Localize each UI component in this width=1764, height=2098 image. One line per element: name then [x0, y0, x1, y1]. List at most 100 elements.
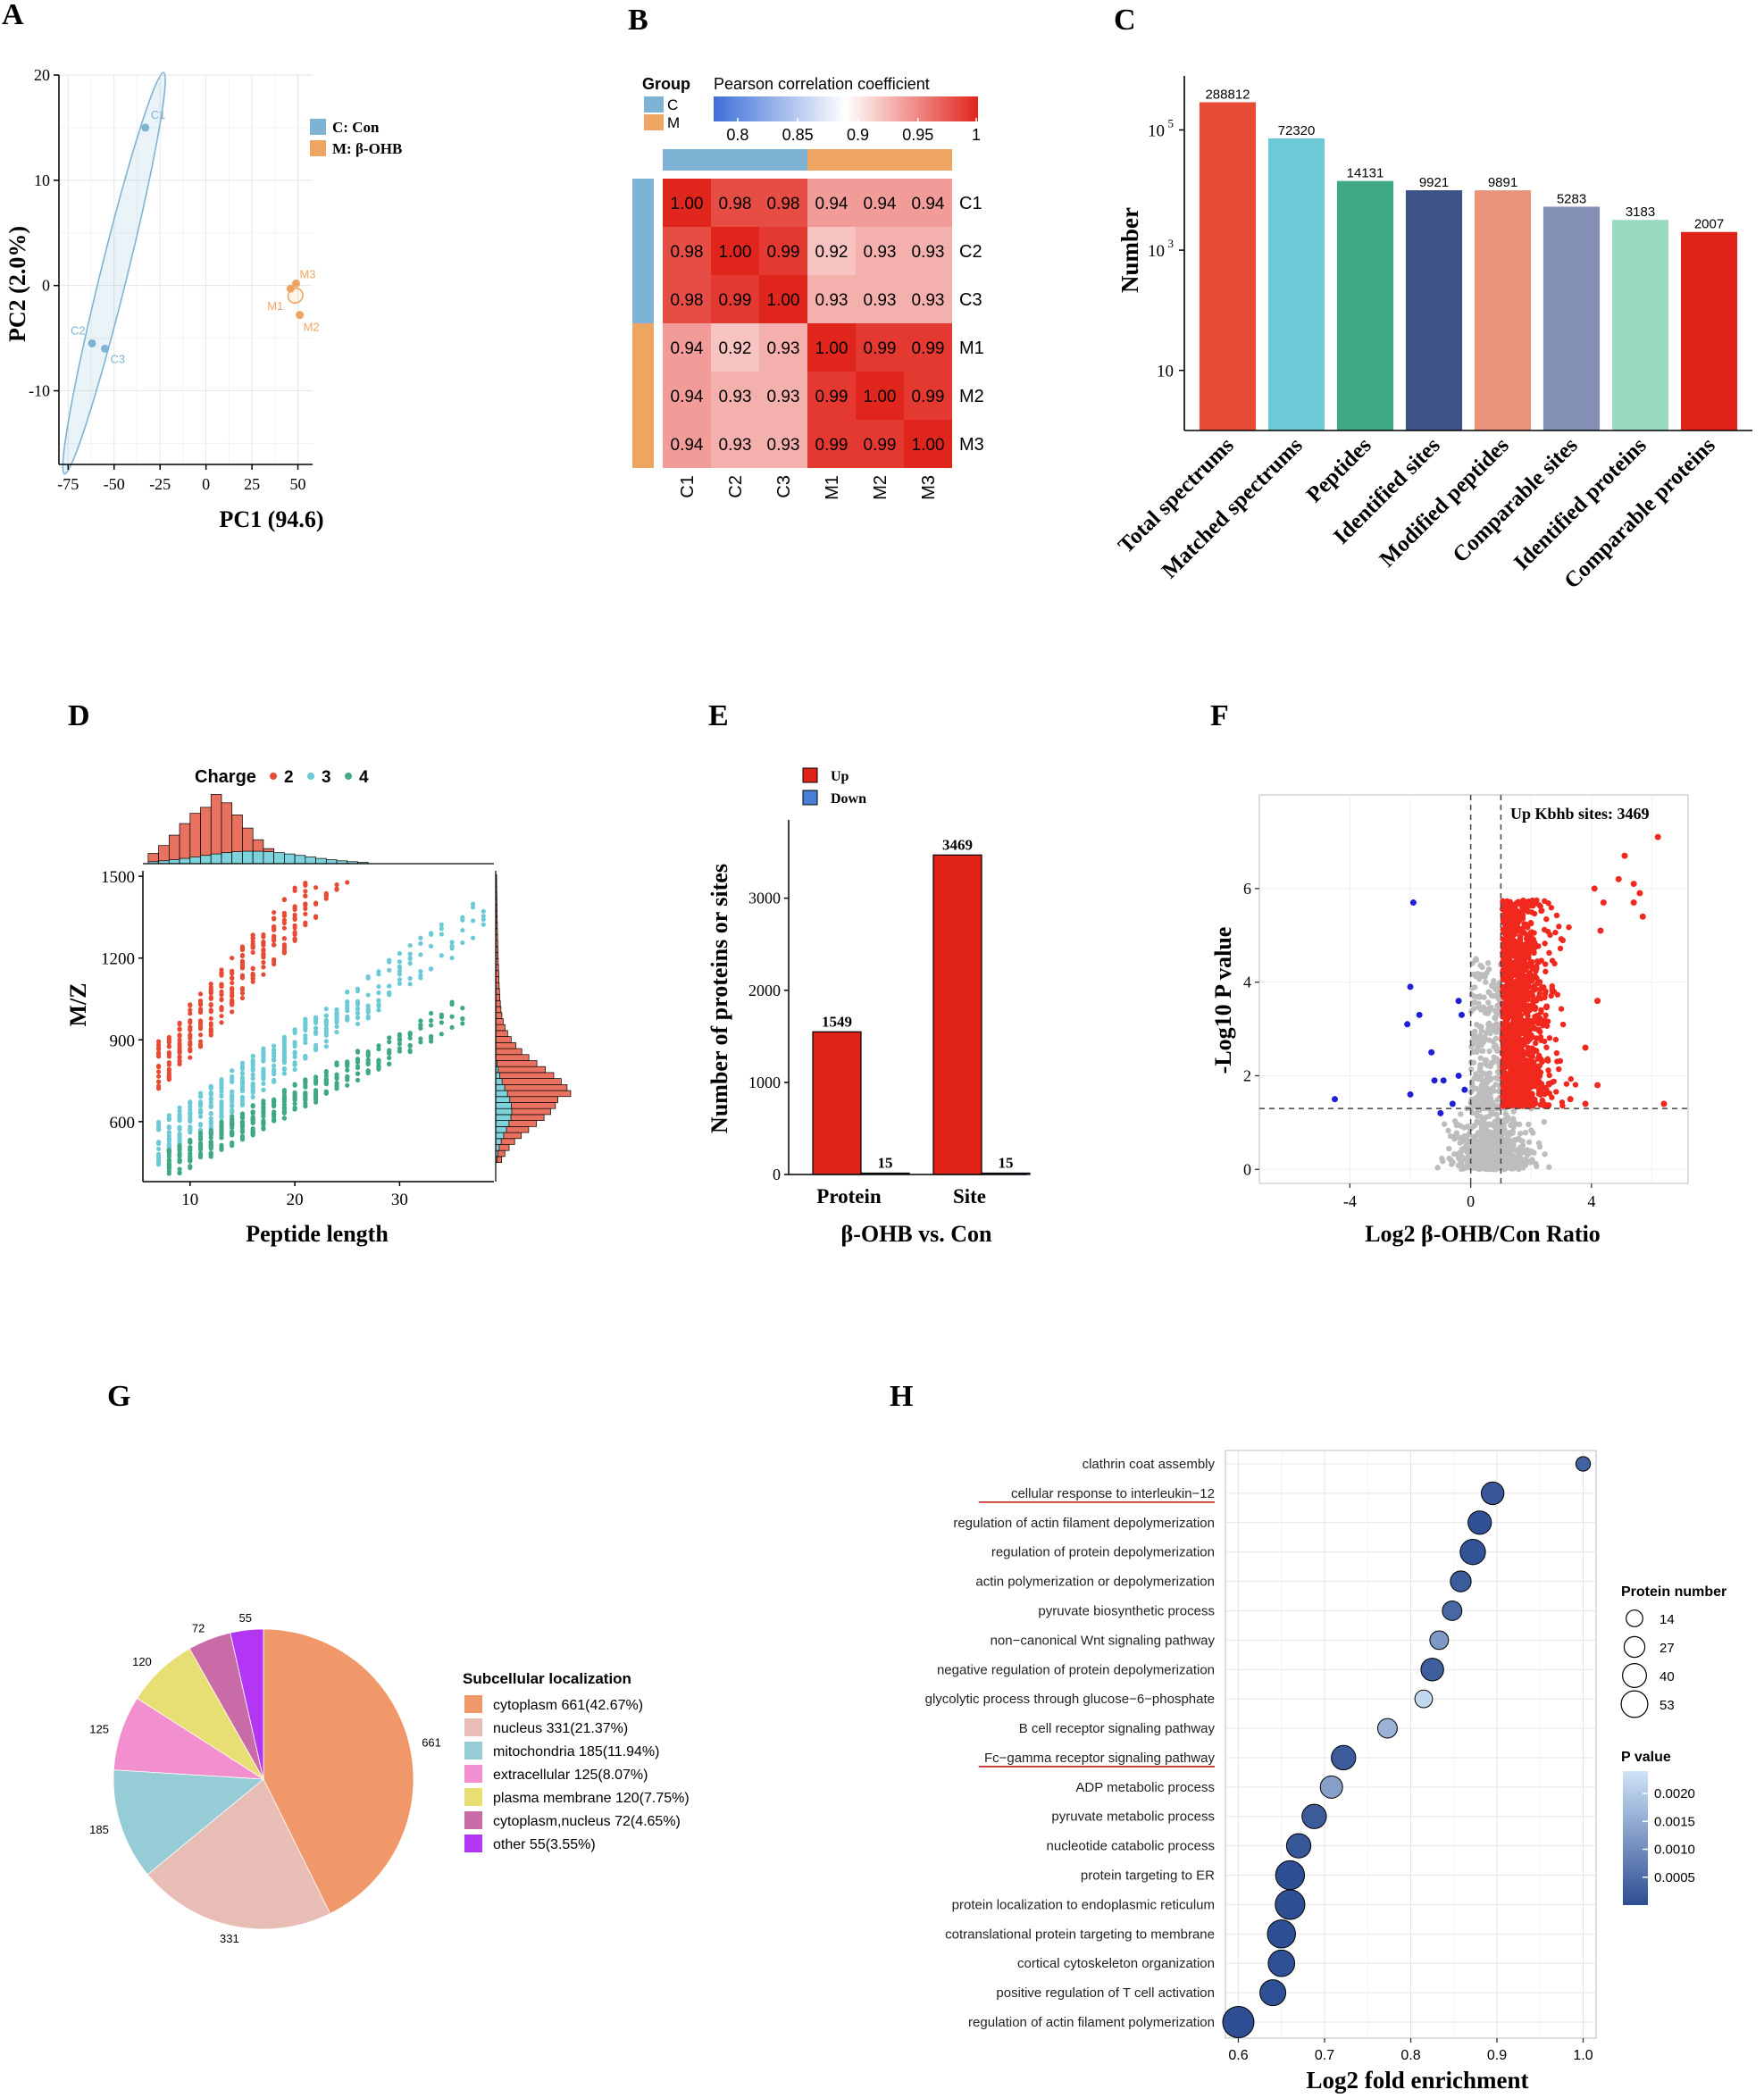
- mz-point: [188, 1055, 193, 1060]
- pie-legend-label: extracellular 125(8.07%): [493, 1768, 648, 1783]
- mz-point: [188, 1150, 193, 1156]
- volcano-point-up: [1500, 1024, 1506, 1032]
- volcano-point-ns: [1476, 1147, 1484, 1153]
- mz-point: [155, 1146, 162, 1151]
- mz-point: [292, 1041, 297, 1047]
- charge-legend-dot: [307, 773, 314, 780]
- pie-legend-swatch: [464, 1811, 482, 1829]
- volcano-point-up: [1517, 1030, 1523, 1037]
- length-hist-bar: [189, 857, 201, 865]
- volcano-point-up: [1554, 991, 1560, 998]
- mz-point: [470, 905, 476, 910]
- mz-point: [239, 987, 246, 992]
- heatmap-cell: [711, 372, 759, 420]
- volcano-point-up: [1521, 976, 1527, 983]
- volcano-point-up: [1544, 928, 1551, 935]
- heatmap-cell: [663, 420, 711, 468]
- mz-point: [387, 1035, 392, 1041]
- volcano-point-up: [1553, 1089, 1559, 1095]
- mz-point: [239, 1112, 246, 1117]
- mz-point: [261, 1087, 266, 1093]
- volcano-point-ns: [1482, 1009, 1488, 1016]
- mz-point: [334, 1086, 339, 1091]
- volcano-point-up: [1600, 899, 1607, 907]
- volcano-point-down: [1404, 1021, 1411, 1028]
- mz-point: [355, 1049, 361, 1054]
- mz-hist-bar: [495, 1006, 502, 1014]
- volcano-point-up: [1621, 852, 1628, 859]
- mz-point: [365, 1057, 371, 1063]
- mz-hist-bar: [495, 1096, 511, 1103]
- volcano-point-ns: [1483, 979, 1489, 985]
- mz-hist-bar: [495, 1078, 503, 1085]
- volcano-point-up: [1501, 1032, 1509, 1040]
- volcano-point-ns: [1468, 1124, 1475, 1132]
- mz-point: [313, 915, 319, 921]
- mz-hist-bar: [495, 1072, 555, 1079]
- volcano-point-ns: [1441, 1121, 1448, 1127]
- group-label-c: C: [667, 96, 678, 113]
- mz-point: [407, 1035, 413, 1041]
- volcano-point-up: [1511, 1092, 1517, 1099]
- mz-point: [261, 1066, 266, 1072]
- volcano-point-ns: [1486, 990, 1492, 996]
- mz-point: [292, 912, 297, 917]
- volcano-point-up: [1532, 1014, 1538, 1020]
- go-term-label: regulation of protein depolymerization: [991, 1545, 1215, 1560]
- count-bar: [1611, 220, 1669, 430]
- volcano-point-ns: [1486, 1037, 1492, 1043]
- mz-hist-bar: [495, 1125, 507, 1133]
- pca-axes: -75 -50 -25 0 25 50 -10 0 10 20: [29, 66, 313, 493]
- count-bar: [1336, 180, 1394, 430]
- volcano-point-ns: [1491, 1088, 1497, 1094]
- mz-point: [281, 913, 287, 918]
- mz-point: [345, 1067, 350, 1073]
- volcano-point-up: [1534, 974, 1540, 982]
- volcano-point-up: [1546, 1035, 1553, 1041]
- volcano-point-up: [1530, 1101, 1536, 1108]
- volcano-point-up: [1594, 998, 1601, 1005]
- mz-point: [323, 1044, 329, 1049]
- mz-point: [208, 1021, 213, 1026]
- volcano-point-ns: [1479, 1077, 1485, 1084]
- mz-point: [177, 1137, 182, 1142]
- mz-point: [439, 932, 444, 937]
- mz-point: [355, 999, 361, 1004]
- mz-point: [376, 1065, 381, 1070]
- pie-legend-swatch: [464, 1742, 482, 1759]
- volcano-point-up: [1516, 1053, 1523, 1059]
- mz-point: [177, 1105, 182, 1110]
- heatmap-cell: [904, 323, 952, 372]
- volcano-point-up: [1513, 1020, 1520, 1026]
- count-bar-label: 72320: [1278, 123, 1316, 138]
- mz-point: [272, 1067, 277, 1073]
- x-tick-label: 4: [1587, 1192, 1595, 1210]
- mz-point: [397, 959, 403, 965]
- heatmap-cell-value: 0.99: [864, 436, 897, 455]
- mz-point: [303, 1056, 308, 1061]
- volcano-point-up: [1533, 1040, 1539, 1047]
- mz-point: [188, 1049, 193, 1054]
- volcano-point-up: [1543, 1023, 1551, 1029]
- volcano-point-ns: [1468, 1043, 1475, 1050]
- pca-points: C1 C2 C3 M1 M3 M2: [71, 108, 320, 365]
- volcano-point-ns: [1534, 1163, 1540, 1169]
- updown-bar-label: 15: [878, 1154, 893, 1171]
- mz-hist-bar: [495, 994, 501, 1001]
- volcano-point-up: [1506, 983, 1513, 990]
- mz-point: [250, 1083, 255, 1090]
- x-tick-label: 20: [287, 1191, 304, 1209]
- y-tick-label: 20: [34, 66, 50, 84]
- mz-point: [355, 1064, 361, 1069]
- volcano-point-up: [1512, 987, 1518, 993]
- group-legend-title: Group: [642, 75, 690, 93]
- pie-legend-swatch: [464, 1718, 482, 1736]
- mz-hist-bar: [495, 1030, 508, 1037]
- mz-point: [261, 951, 266, 957]
- volcano-point-up: [1566, 924, 1572, 931]
- pca-point: [286, 284, 295, 293]
- mz-point: [292, 1054, 297, 1060]
- mz-point: [387, 957, 392, 963]
- mz-point: [313, 1018, 319, 1024]
- legend-swatch-up: [802, 767, 818, 783]
